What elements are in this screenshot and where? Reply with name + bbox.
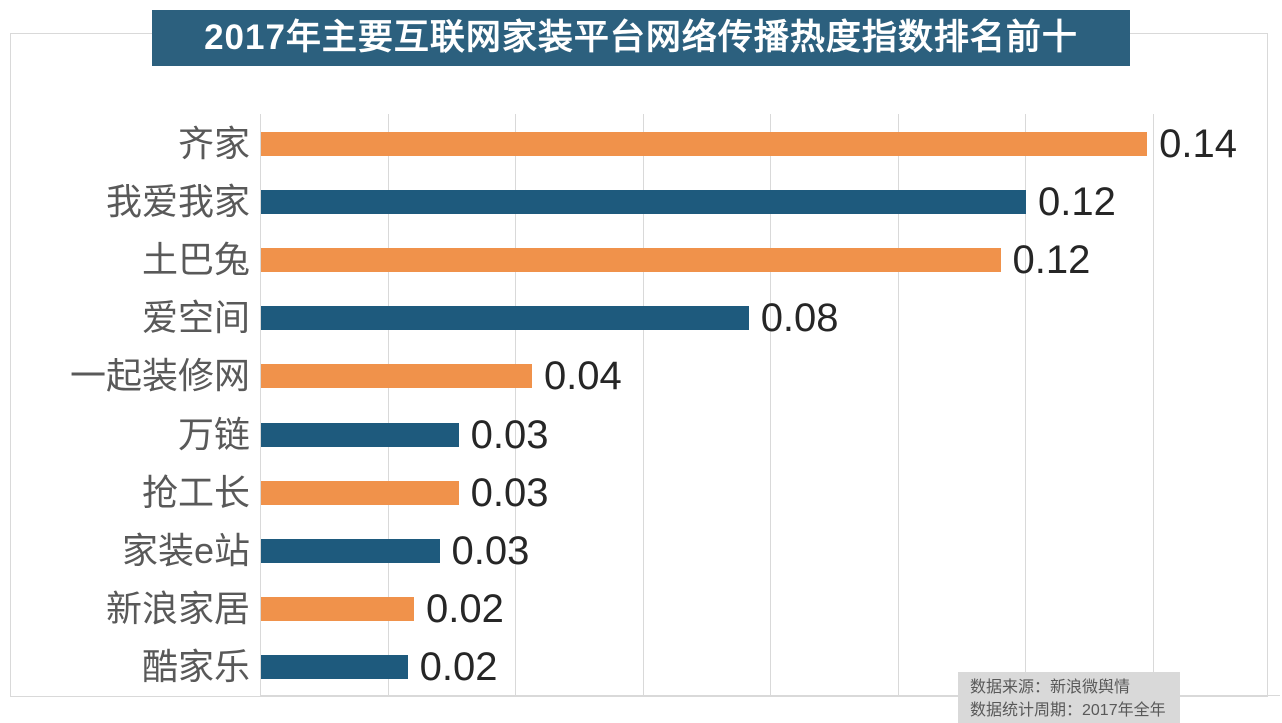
bar-track: 0.12 bbox=[261, 240, 1280, 280]
bar-track: 0.03 bbox=[261, 531, 1280, 571]
chart-title: 2017年主要互联网家装平台网络传播热度指数排名前十 bbox=[152, 10, 1130, 66]
bar-track: 0.02 bbox=[261, 647, 1280, 687]
bar-track: 0.03 bbox=[261, 473, 1280, 513]
value-label: 0.02 bbox=[419, 644, 498, 689]
bar-row: 万链 0.03 bbox=[22, 405, 1280, 463]
category-label: 我爱我家 bbox=[105, 181, 250, 223]
category-label: 一起装修网 bbox=[69, 355, 250, 397]
category-label: 爱空间 bbox=[141, 297, 250, 339]
bar bbox=[261, 190, 1026, 215]
bar-row: 土巴兔 0.12 bbox=[22, 231, 1280, 289]
bar-row: 新浪家居 0.02 bbox=[22, 580, 1280, 638]
bar-row: 家装e站 0.03 bbox=[22, 522, 1280, 580]
bar-rows: 齐家 0.14 我爱我家 0.12 土巴兔 0.12 爱空间 0.08 一起装修网 0.04 万链 0… bbox=[22, 115, 1280, 696]
category-label: 家装e站 bbox=[121, 529, 250, 571]
gridline bbox=[515, 114, 516, 696]
bar bbox=[261, 306, 749, 331]
bar bbox=[261, 538, 440, 563]
value-label: 0.02 bbox=[426, 586, 504, 631]
value-label: 0.12 bbox=[1012, 238, 1091, 283]
category-label: 新浪家居 bbox=[105, 587, 250, 629]
value-label: 0.14 bbox=[1159, 122, 1237, 167]
chart-panel: 齐家 0.14 我爱我家 0.12 土巴兔 0.12 爱空间 0.08 一起装修网 0.04 万链 0… bbox=[10, 33, 1280, 697]
source-note: 数据来源：新浪微舆情 数据统计周期：2017年全年 bbox=[958, 672, 1180, 723]
category-label: 土巴兔 bbox=[141, 239, 250, 281]
bar-row: 齐家 0.14 bbox=[22, 115, 1280, 173]
bar bbox=[261, 596, 414, 621]
bar bbox=[261, 132, 1148, 157]
category-label: 齐家 bbox=[177, 123, 250, 165]
gridline bbox=[260, 114, 261, 696]
gridline bbox=[1025, 114, 1026, 696]
gridline bbox=[770, 114, 771, 696]
value-label: 0.08 bbox=[760, 296, 839, 341]
bar-track: 0.14 bbox=[261, 124, 1280, 164]
gridline bbox=[642, 114, 644, 696]
bar-row: 爱空间 0.08 bbox=[22, 289, 1280, 347]
category-label: 酷家乐 bbox=[141, 645, 250, 687]
bar-track: 0.08 bbox=[261, 298, 1280, 338]
gridline bbox=[897, 114, 899, 696]
bar-row: 一起装修网 0.04 bbox=[22, 347, 1280, 405]
bar bbox=[261, 654, 408, 679]
bar-track: 0.03 bbox=[261, 415, 1280, 455]
bar bbox=[261, 422, 459, 447]
bar bbox=[261, 480, 459, 505]
source-note-line2: 数据统计周期：2017年全年 bbox=[970, 702, 1166, 719]
bar-track: 0.04 bbox=[261, 356, 1280, 396]
value-label: 0.12 bbox=[1038, 180, 1116, 225]
category-label: 万链 bbox=[177, 413, 250, 455]
gridline bbox=[1152, 114, 1154, 696]
bar bbox=[261, 364, 532, 389]
bar bbox=[261, 248, 1001, 273]
value-label: 0.03 bbox=[470, 470, 549, 515]
source-note-line1: 数据来源：新浪微舆情 bbox=[970, 679, 1131, 696]
bar-track: 0.12 bbox=[261, 182, 1280, 222]
bar-row: 酷家乐 0.02 bbox=[22, 638, 1280, 696]
bar-row: 抢工长 0.03 bbox=[22, 464, 1280, 522]
plot-area bbox=[260, 114, 1280, 696]
bar-row: 我爱我家 0.12 bbox=[22, 173, 1280, 231]
x-axis-line bbox=[260, 695, 1280, 696]
bar-track: 0.02 bbox=[261, 589, 1280, 629]
gridline bbox=[387, 114, 389, 696]
value-label: 0.03 bbox=[470, 412, 549, 457]
value-label: 0.04 bbox=[543, 354, 622, 399]
value-label: 0.03 bbox=[451, 528, 530, 573]
category-label: 抢工长 bbox=[141, 471, 250, 513]
